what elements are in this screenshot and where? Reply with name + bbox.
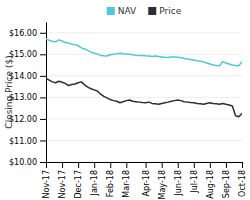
x-tick: Mar-18 <box>122 162 131 198</box>
x-tick-label: Dec-17 <box>74 170 83 199</box>
grid-line <box>46 97 242 98</box>
x-tick: Jul-18 <box>190 162 199 194</box>
x-tick: Sep-18 <box>222 162 231 198</box>
legend-item: Price <box>148 6 181 16</box>
x-tick-mark <box>78 162 79 168</box>
x-tick: Oct-18 <box>238 162 247 197</box>
x-tick: Jan-18 <box>90 162 99 196</box>
x-tick-mark <box>242 162 243 168</box>
x-axis: Nov-17 Nov-17 Dec-17 Jan-18 Feb-18 Mar-18 Apr-… <box>42 162 247 199</box>
y-tick-mark <box>40 162 46 163</box>
y-tick-label: $11.00 <box>9 137 37 146</box>
x-tick-label: Feb-18 <box>106 170 115 197</box>
x-axis-line <box>47 162 243 163</box>
legend-swatch <box>148 7 156 15</box>
grid <box>46 33 242 162</box>
x-tick-label: Mar-18 <box>122 170 131 198</box>
y-axis-line <box>46 23 47 163</box>
x-tick-mark <box>126 162 127 168</box>
grid-line <box>46 75 242 76</box>
x-tick-label: Sep-18 <box>222 170 231 198</box>
chart: $10.00 $11.00 $12.00 $13.00 $14.00 $15.00 $16.… <box>0 0 250 200</box>
x-tick-mark <box>94 162 95 168</box>
x-tick-mark <box>210 162 211 168</box>
y-axis: $10.00 $11.00 $12.00 $13.00 $14.00 $15.00 $16.… <box>9 23 47 168</box>
y-tick-mark <box>40 76 46 77</box>
x-tick-mark <box>178 162 179 168</box>
y-tick: $15.00 <box>9 50 46 59</box>
x-tick-mark <box>46 162 47 168</box>
x-tick-mark <box>62 162 63 168</box>
grid-line <box>46 54 242 55</box>
x-tick-label: Nov-17 <box>58 170 67 198</box>
grid-line <box>46 118 242 119</box>
x-tick-label: Apr-18 <box>142 170 151 196</box>
x-tick: May-18 <box>158 162 167 199</box>
legend-item: NAV <box>107 6 137 16</box>
x-tick-mark <box>110 162 111 168</box>
y-tick: $10.00 <box>9 158 46 167</box>
x-tick: Feb-18 <box>106 162 115 197</box>
x-tick: Apr-18 <box>142 162 151 196</box>
y-tick-mark <box>40 33 46 34</box>
x-tick-mark <box>146 162 147 168</box>
x-tick: Aug-18 <box>206 162 215 199</box>
x-tick: Jun-18 <box>174 162 183 197</box>
legend-label: Price <box>159 6 181 16</box>
x-tick-label: Aug-18 <box>206 170 215 199</box>
x-tick-label: May-18 <box>158 170 167 199</box>
x-tick-label: Jan-18 <box>90 170 99 196</box>
series-line <box>46 78 242 116</box>
y-tick: $16.00 <box>9 29 46 38</box>
lines <box>46 39 242 117</box>
y-tick-mark <box>40 140 46 141</box>
y-tick-label: $10.00 <box>9 158 37 167</box>
x-tick-label: Nov-17 <box>42 170 51 198</box>
legend-label: NAV <box>118 6 137 16</box>
y-tick-mark <box>40 54 46 55</box>
y-tick: $12.00 <box>9 115 46 124</box>
legend-swatch <box>107 7 115 15</box>
x-tick-label: Jul-18 <box>190 170 199 194</box>
plot: $10.00 $11.00 $12.00 $13.00 $14.00 $15.00 $16.… <box>9 23 247 200</box>
grid-line <box>46 140 242 141</box>
y-tick: $11.00 <box>9 137 46 146</box>
x-tick-label: Jun-18 <box>174 170 183 197</box>
legend: NAV Price <box>107 6 182 16</box>
y-tick-label: $16.00 <box>9 29 37 38</box>
y-tick-mark <box>40 97 46 98</box>
x-tick: Nov-17 <box>42 162 51 198</box>
x-tick-label: Oct-18 <box>238 170 247 197</box>
x-tick: Dec-17 <box>74 162 83 199</box>
x-tick-mark <box>194 162 195 168</box>
y-tick: $13.00 <box>9 93 46 102</box>
grid-line <box>46 162 242 163</box>
y-tick: $14.00 <box>9 72 46 81</box>
x-tick-mark <box>226 162 227 168</box>
y-axis-title: Closing Price ($) <box>4 55 14 128</box>
grid-line <box>46 32 242 33</box>
y-tick-mark <box>40 119 46 120</box>
x-tick: Nov-17 <box>58 162 67 198</box>
series-line <box>46 39 242 66</box>
x-tick-mark <box>162 162 163 168</box>
